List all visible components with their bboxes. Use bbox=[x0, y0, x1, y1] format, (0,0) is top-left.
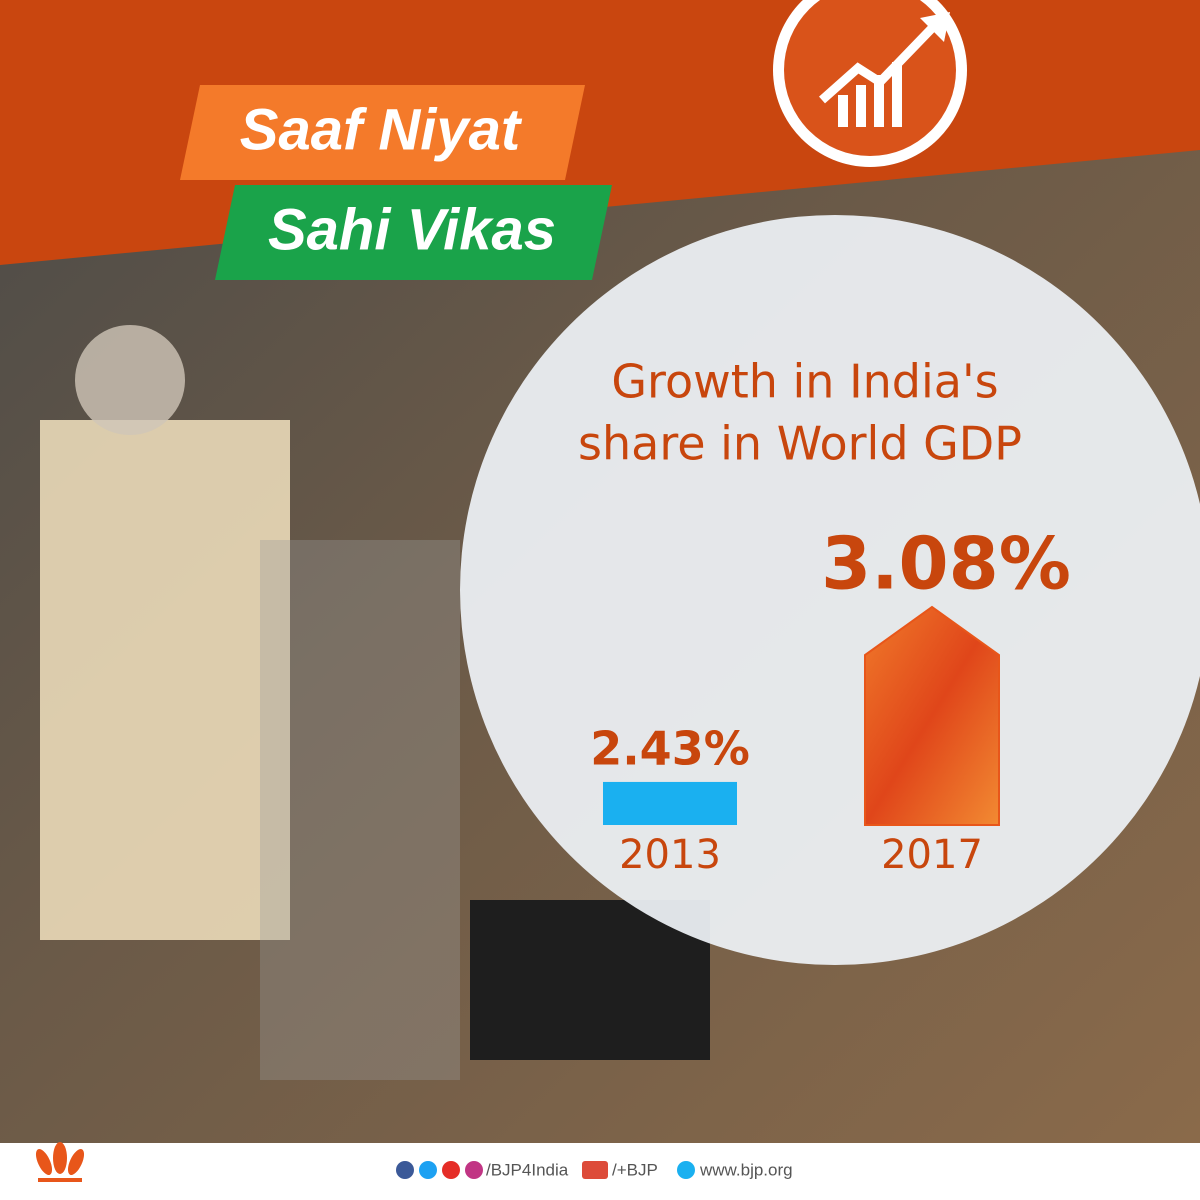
value-label: 3.08% bbox=[821, 522, 1071, 606]
instagram-icon bbox=[465, 1161, 483, 1179]
twitter-icon bbox=[419, 1161, 437, 1179]
header-title: Saaf Niyat bbox=[240, 97, 523, 162]
chart-title: share in World GDP bbox=[578, 417, 1022, 471]
logo bbox=[35, 1142, 85, 1182]
speaker-head bbox=[75, 325, 185, 435]
bar bbox=[864, 605, 1000, 826]
chart-title: Growth in India's bbox=[611, 355, 998, 409]
value-label: 2.43% bbox=[590, 721, 750, 775]
speaker-figure bbox=[40, 420, 290, 940]
header-box-2 bbox=[215, 185, 612, 280]
growth-icon bbox=[819, 12, 950, 127]
footer-website: www.bjp.org bbox=[699, 1160, 793, 1179]
header-box-1 bbox=[180, 85, 585, 180]
web-icon bbox=[677, 1161, 695, 1179]
podium bbox=[260, 540, 460, 1080]
x-tick-label: 2013 bbox=[619, 832, 721, 878]
youtube-icon bbox=[442, 1161, 460, 1179]
facebook-icon bbox=[396, 1161, 414, 1179]
footer-gplus: /+BJP bbox=[612, 1160, 658, 1179]
gplus-icon bbox=[582, 1161, 608, 1179]
chart-circle bbox=[460, 215, 1200, 965]
footer-handle: /BJP4India bbox=[486, 1160, 569, 1179]
header-subtitle: Sahi Vikas bbox=[268, 197, 556, 262]
bar bbox=[603, 781, 737, 825]
x-tick-label: 2017 bbox=[881, 832, 983, 878]
